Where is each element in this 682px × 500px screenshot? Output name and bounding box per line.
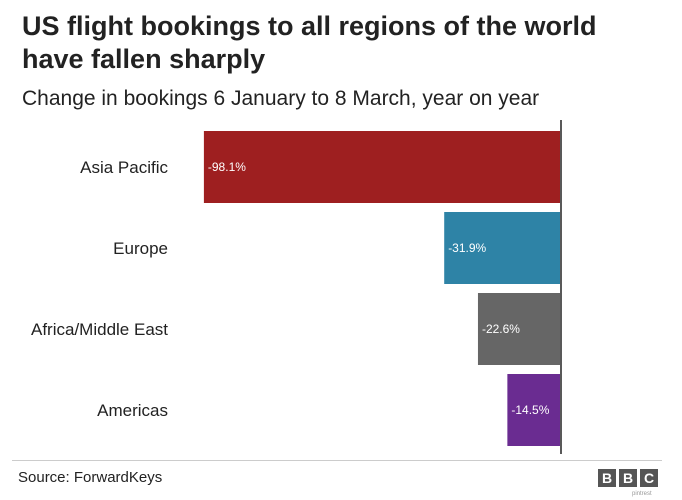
value-label: -22.6% [482, 322, 520, 336]
value-label: -98.1% [208, 160, 246, 174]
bar-africa-middle-east [477, 293, 560, 365]
bar-europe [444, 212, 560, 284]
bar-americas [507, 374, 560, 446]
chart-subtitle: Change in bookings 6 January to 8 March,… [22, 87, 540, 110]
bbc-logo-block: B [598, 469, 616, 487]
bbc-logo-block: C [640, 469, 658, 487]
category-label: Asia Pacific [80, 158, 168, 177]
value-label: -31.9% [448, 241, 486, 255]
bar-chart: Asia Pacific -98.1% Europe -31.9% Africa/Mid… [31, 120, 562, 454]
category-label: Americas [97, 401, 168, 420]
category-label: Africa/Middle East [31, 320, 168, 339]
category-label: Europe [113, 239, 168, 258]
footer-divider [12, 460, 662, 461]
image-credit: pintrest [632, 491, 652, 497]
value-label: -14.5% [511, 403, 549, 417]
chart-title: US flight bookings to all regions of the… [22, 11, 597, 74]
bbc-logo-block: B [619, 469, 637, 487]
bar-asia-pacific [203, 131, 560, 203]
bbc-logo: B B C [598, 469, 658, 487]
source-note: Source: ForwardKeys [18, 469, 163, 486]
